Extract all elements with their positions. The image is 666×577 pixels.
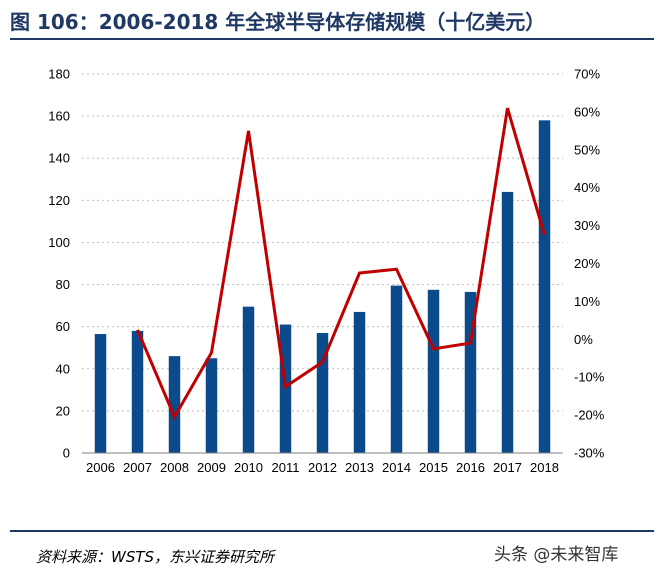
x-tick-label: 2017 — [493, 460, 522, 475]
y-left-tick-label: 120 — [48, 193, 70, 208]
y-left-tick-label: 20 — [56, 403, 70, 418]
x-tick-label: 2010 — [234, 460, 263, 475]
line-series — [136, 107, 546, 421]
y-left-tick-label: 140 — [48, 151, 70, 166]
x-tick-label: 2012 — [308, 460, 337, 475]
bar-2008 — [168, 356, 181, 453]
bar-2009 — [205, 358, 218, 453]
x-tick-label: 2015 — [419, 460, 448, 475]
x-tick-label: 2008 — [160, 460, 189, 475]
y-left-tick-label: 160 — [48, 109, 70, 124]
growth-line — [136, 107, 546, 421]
footer-rule — [10, 530, 654, 532]
y-left-tick-label: 60 — [56, 319, 70, 334]
y-right-tick-label: 70% — [574, 67, 600, 82]
bar-2006 — [94, 334, 107, 453]
x-tick-label: 2007 — [123, 460, 152, 475]
x-tick-label: 2011 — [272, 460, 300, 475]
y-right-tick-label: 0% — [574, 332, 593, 347]
x-axis: 2006 2007 2008 2009 2010 2011 2012 2013 2014 2015… — [82, 452, 563, 475]
right-axis: -30% -20% -10% 0% 10% 20% 30% 40% 50% 60% 70% — [574, 67, 605, 461]
x-tick-label: 2018 — [530, 460, 559, 475]
bar-series — [94, 120, 551, 454]
left-axis: 0 20 40 60 80 100 120 140 160 180 — [48, 67, 70, 461]
bar-2011 — [279, 324, 292, 453]
bar-2015 — [427, 289, 440, 453]
chart-title: 图 106：2006-2018 年全球半导体存储规模（十亿美元） — [10, 10, 546, 34]
bar-2016 — [464, 291, 477, 453]
y-right-tick-label: 50% — [574, 142, 600, 157]
x-tick-label: 2013 — [345, 460, 374, 475]
y-left-tick-label: 40 — [56, 361, 70, 376]
y-right-tick-label: 60% — [574, 104, 600, 119]
x-tick-label: 2014 — [382, 460, 411, 475]
y-left-tick-label: 80 — [56, 277, 70, 292]
y-right-tick-label: 10% — [574, 294, 600, 309]
watermark: 头条 @未来智库 — [494, 545, 619, 565]
bar-2007 — [131, 330, 144, 453]
y-right-tick-label: 40% — [574, 180, 600, 195]
x-tick-label: 2009 — [197, 460, 226, 475]
y-right-tick-label: 30% — [574, 218, 600, 233]
y-left-tick-label: 100 — [48, 235, 70, 250]
y-right-tick-label: -10% — [574, 370, 605, 385]
bar-2012 — [316, 332, 329, 453]
y-right-tick-label: -20% — [574, 408, 605, 423]
x-tick-label: 2016 — [456, 460, 485, 475]
title-rule — [10, 38, 654, 40]
source-note: 资料来源：WSTS，东兴证券研究所 — [36, 548, 275, 566]
gridlines — [82, 73, 563, 412]
bar-2010 — [242, 306, 255, 453]
y-right-tick-label: -30% — [574, 446, 605, 461]
bar-2014 — [390, 285, 403, 453]
x-tick-label: 2006 — [86, 460, 115, 475]
bar-2018 — [538, 120, 551, 454]
y-left-tick-label: 180 — [48, 67, 70, 82]
y-right-tick-label: 20% — [574, 256, 600, 271]
y-left-tick-label: 0 — [63, 446, 70, 461]
bar-2013 — [353, 311, 366, 453]
bar-2017 — [501, 191, 514, 453]
